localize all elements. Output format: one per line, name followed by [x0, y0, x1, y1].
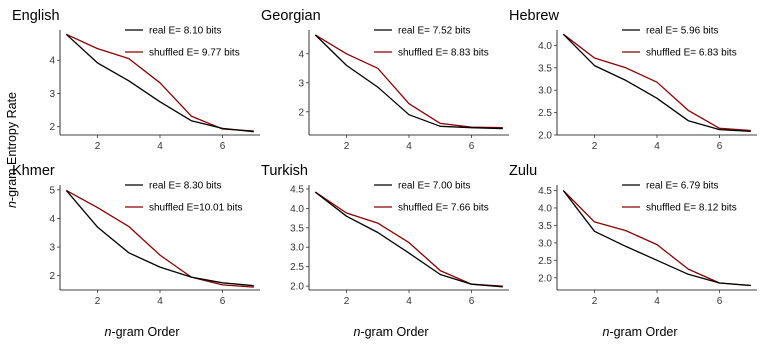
x-tick-label: 6	[220, 141, 226, 152]
series-line-shuffled	[65, 189, 254, 288]
x-tick-label: 4	[406, 296, 412, 307]
panel-turkish: Turkish 2.0 2.5 3.0 3.5 4.0 4.5 2 4 6 real E= 7.00…	[261, 163, 509, 307]
x-tick-label: 6	[717, 141, 723, 152]
y-tick-label: 4.0	[538, 203, 552, 214]
panel-english: English 2 3 4 2 4 6 real E= 8.10 bits shuffled E…	[12, 8, 260, 152]
x-axis-label-rest: -gram Order	[111, 325, 179, 339]
x-axis-label-col1: n-gram Order	[104, 325, 179, 339]
legend-entry-shuffled: shuffled E= 8.83 bits	[398, 48, 489, 59]
panel-title-khmer: Khmer	[12, 163, 55, 179]
legend-entry-shuffled: shuffled E= 6.83 bits	[646, 48, 737, 59]
x-tick-label: 2	[95, 296, 101, 307]
legend-entry-real: real E= 8.10 bits	[149, 26, 222, 37]
panel-title-georgian: Georgian	[261, 8, 321, 24]
y-tick-label: 2.0	[290, 282, 304, 293]
y-tick-label: 4	[49, 214, 55, 225]
legend-entry-shuffled: shuffled E= 8.12 bits	[646, 203, 737, 214]
legend-entry-real: real E= 7.00 bits	[398, 181, 471, 192]
series-line-real	[65, 189, 254, 287]
y-tick-label: 2	[298, 107, 304, 118]
x-tick-label: 4	[654, 141, 660, 152]
legend-entry-real: real E= 5.96 bits	[646, 26, 719, 37]
panel-title-turkish: Turkish	[261, 163, 308, 179]
panels-grid: English 2 3 4 2 4 6 real E= 8.10 bits shuffled E…	[12, 8, 757, 307]
x-tick-label: 6	[717, 296, 723, 307]
y-axis-label: n-gram Entropy Rate	[5, 92, 19, 208]
x-axis-label-italic: n	[353, 325, 360, 339]
series-line-real	[562, 190, 751, 287]
y-tick-label: 4	[298, 49, 304, 60]
y-tick-label: 4.0	[290, 204, 304, 215]
x-tick-label: 2	[592, 296, 598, 307]
panel-georgian: Georgian 2 3 4 2 4 6 real E= 7.52 bits shuffled …	[261, 8, 509, 152]
x-tick-label: 4	[406, 141, 412, 152]
y-axis-label-rest: -gram Entropy Rate	[5, 92, 19, 201]
y-tick-label: 3	[49, 89, 55, 100]
x-tick-label: 2	[95, 141, 101, 152]
x-tick-label: 4	[654, 296, 660, 307]
panel-title-zulu: Zulu	[509, 163, 537, 179]
x-tick-label: 6	[469, 141, 475, 152]
y-tick-label: 4	[49, 56, 55, 67]
x-axis-label-col3: n-gram Order	[602, 325, 677, 339]
y-tick-label: 3.5	[538, 221, 552, 232]
legend-entry-real: real E= 8.30 bits	[149, 181, 222, 192]
x-tick-label: 2	[592, 141, 598, 152]
series-line-real	[65, 33, 254, 133]
y-tick-label: 4.5	[538, 186, 552, 197]
y-tick-label: 5	[49, 185, 55, 196]
panel-title-hebrew: Hebrew	[509, 8, 559, 24]
y-tick-label: 2.0	[538, 131, 552, 142]
legend-entry-shuffled: shuffled E=10.01 bits	[149, 203, 243, 214]
x-tick-label: 4	[157, 296, 163, 307]
series-line-real	[562, 33, 751, 133]
y-tick-label: 2.5	[290, 262, 304, 273]
y-tick-label: 2	[49, 122, 55, 133]
y-tick-label: 4.5	[290, 184, 304, 195]
series-line-shuffled	[562, 33, 751, 132]
y-tick-label: 2.5	[538, 256, 552, 267]
y-tick-label: 3	[49, 243, 55, 254]
y-tick-label: 3.0	[290, 243, 304, 254]
x-axis-label-italic: n	[602, 325, 609, 339]
panel-title-english: English	[12, 8, 60, 24]
x-axis-label-italic: n	[104, 325, 111, 339]
y-tick-label: 2	[49, 271, 55, 282]
panel-khmer: Khmer 2 3 4 5 2 4 6 real E= 8.30 bits shuffled E=…	[12, 163, 260, 307]
y-tick-label: 3.0	[538, 86, 552, 97]
x-tick-label: 6	[469, 296, 475, 307]
legend-entry-real: real E= 7.52 bits	[398, 26, 471, 37]
x-tick-label: 2	[344, 296, 350, 307]
panel-hebrew: Hebrew 2.0 2.5 3.0 3.5 4.0 2 4 6 real E= 5.96 bit…	[509, 8, 757, 152]
series-line-real	[314, 191, 503, 288]
x-axis-label-rest: -gram Order	[609, 325, 677, 339]
x-axis-label-col2: n-gram Order	[353, 325, 428, 339]
y-axis-label-italic: n	[5, 201, 19, 208]
y-tick-label: 2.0	[538, 273, 552, 284]
series-line-real	[314, 34, 503, 130]
y-tick-label: 3	[298, 78, 304, 89]
panel-zulu: Zulu 2.0 2.5 3.0 3.5 4.0 4.5 2 4 6 real E= 6.79 bi…	[509, 163, 757, 307]
y-tick-label: 3.0	[538, 238, 552, 249]
x-tick-label: 4	[157, 141, 163, 152]
x-tick-label: 2	[344, 141, 350, 152]
y-tick-label: 4.0	[538, 41, 552, 52]
y-tick-label: 2.5	[538, 108, 552, 119]
y-tick-label: 3.5	[538, 63, 552, 74]
legend-entry-shuffled: shuffled E= 7.66 bits	[398, 203, 489, 214]
legend-entry-shuffled: shuffled E= 9.77 bits	[149, 48, 240, 59]
legend-entry-real: real E= 6.79 bits	[646, 181, 719, 192]
y-tick-label: 3.5	[290, 223, 304, 234]
x-axis-label-rest: -gram Order	[360, 325, 428, 339]
x-tick-label: 6	[220, 296, 226, 307]
